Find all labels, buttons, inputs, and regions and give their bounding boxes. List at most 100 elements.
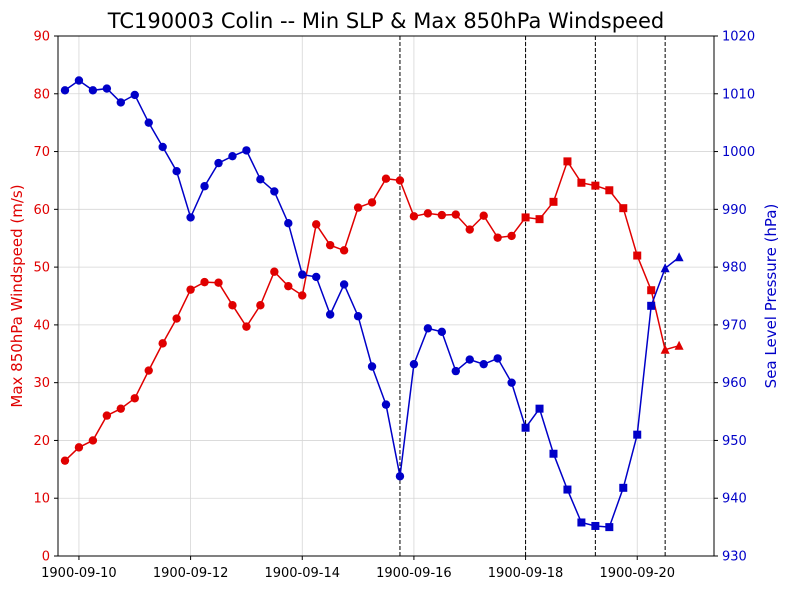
- pressure-point: [214, 158, 223, 168]
- pressure-point: [409, 359, 419, 369]
- y-left-tick-label: 30: [33, 376, 50, 391]
- windspeed-point: [200, 277, 209, 287]
- pressure-point: [591, 521, 600, 530]
- windspeed-point: [423, 209, 433, 218]
- windspeed-point: [577, 178, 586, 187]
- windspeed-point: [74, 443, 84, 452]
- y-axis-right-title: Sea Level Pressure (hPa): [762, 204, 780, 389]
- pressure-point: [200, 182, 209, 191]
- pressure-point: [74, 76, 84, 85]
- windspeed-point: [674, 340, 684, 350]
- pressure-point: [521, 423, 530, 432]
- pressure-point: [284, 219, 293, 228]
- pressure-point: [577, 518, 586, 527]
- grid-layer: [58, 35, 714, 557]
- y-left-tick-label: 70: [33, 145, 50, 160]
- windspeed-point: [409, 212, 419, 221]
- y-right-tick-label: 980: [722, 261, 747, 276]
- pressure-point: [353, 312, 363, 321]
- windspeed-point: [451, 210, 460, 219]
- windspeed-point: [647, 286, 656, 295]
- pressure-point: [563, 485, 572, 494]
- pressure-point: [423, 324, 433, 333]
- windspeed-point: [521, 213, 530, 222]
- pressure-series: [60, 76, 684, 532]
- windspeed-point: [116, 404, 126, 413]
- x-tick-label: 1900-09-10: [41, 566, 117, 581]
- windspeed-series: [60, 157, 684, 465]
- windspeed-point: [312, 220, 321, 229]
- pressure-point: [130, 90, 139, 100]
- windspeed-point: [172, 314, 181, 323]
- windspeed-point: [270, 267, 279, 276]
- windspeed-point: [158, 339, 167, 348]
- windspeed-point: [549, 197, 558, 206]
- y-axis-left: 0 10 20 30 40 50 60 70 80 90: [33, 30, 58, 565]
- pressure-point: [228, 151, 237, 161]
- windspeed-point: [214, 278, 223, 287]
- pressure-point: [674, 252, 684, 262]
- pressure-point: [60, 86, 70, 95]
- x-tick-label: 1900-09-20: [599, 566, 675, 581]
- pressure-point: [339, 280, 349, 289]
- y-right-tick-label: 940: [722, 492, 747, 507]
- y-left-tick-label: 40: [33, 318, 50, 333]
- pressure-point: [633, 430, 642, 439]
- y-right-tick-label: 960: [722, 376, 747, 391]
- pressure-point: [186, 213, 195, 222]
- pressure-point: [144, 118, 153, 127]
- windspeed-point: [563, 157, 572, 166]
- windspeed-point: [186, 285, 195, 294]
- windspeed-point: [60, 456, 70, 465]
- pressure-point: [102, 84, 112, 93]
- pressure-point: [619, 483, 628, 492]
- y-left-tick-label: 0: [42, 550, 50, 565]
- windspeed-point: [479, 211, 488, 220]
- windspeed-point: [535, 215, 544, 224]
- y-left-tick-label: 90: [33, 30, 50, 45]
- pressure-point: [325, 310, 335, 319]
- pressure-line: [64, 79, 680, 528]
- windspeed-point: [395, 176, 405, 185]
- pressure-point: [647, 301, 656, 310]
- pressure-point: [549, 449, 558, 458]
- x-tick-label: 1900-09-14: [264, 566, 340, 581]
- windspeed-point: [339, 246, 349, 255]
- pressure-point: [437, 327, 447, 337]
- pressure-point: [465, 355, 474, 364]
- pressure-point: [605, 523, 614, 532]
- pressure-point: [88, 86, 98, 95]
- y-right-tick-label: 1010: [722, 87, 755, 102]
- windspeed-point: [367, 198, 377, 207]
- pressure-point: [660, 263, 670, 273]
- windspeed-point: [228, 301, 237, 310]
- windspeed-point: [507, 231, 516, 241]
- pressure-point: [256, 175, 265, 184]
- vertical-lines: [399, 36, 666, 556]
- y-left-tick-label: 60: [33, 203, 50, 218]
- y-right-tick-label: 990: [722, 203, 747, 218]
- y-left-tick-label: 80: [33, 87, 50, 102]
- y-left-tick-label: 50: [33, 261, 50, 276]
- pressure-point: [381, 400, 391, 409]
- pressure-point: [242, 146, 251, 155]
- y-right-tick-label: 930: [722, 550, 747, 565]
- y-right-tick-label: 970: [722, 318, 747, 333]
- pressure-point: [312, 272, 321, 282]
- y-right-tick-label: 950: [722, 434, 747, 449]
- y-axis-left-title: Max 850hPa Windspeed (m/s): [8, 184, 26, 407]
- x-axis: 1900-09-10 1900-09-12 1900-09-14 1900-09-16…: [41, 556, 675, 581]
- windspeed-point: [130, 394, 139, 403]
- pressure-point: [298, 270, 307, 279]
- windspeed-point: [437, 210, 447, 220]
- pressure-point: [367, 362, 377, 371]
- windspeed-point: [284, 281, 293, 291]
- y-right-tick-label: 1000: [722, 145, 755, 160]
- x-tick-label: 1900-09-18: [488, 566, 564, 581]
- y-right-tick-label: 1020: [722, 30, 755, 45]
- chart-title: TC190003 Colin -- Min SLP & Max 850hPa W…: [107, 9, 664, 33]
- pressure-point: [270, 187, 279, 196]
- windspeed-point: [242, 322, 251, 331]
- windspeed-point: [605, 186, 614, 195]
- windspeed-point: [353, 203, 363, 212]
